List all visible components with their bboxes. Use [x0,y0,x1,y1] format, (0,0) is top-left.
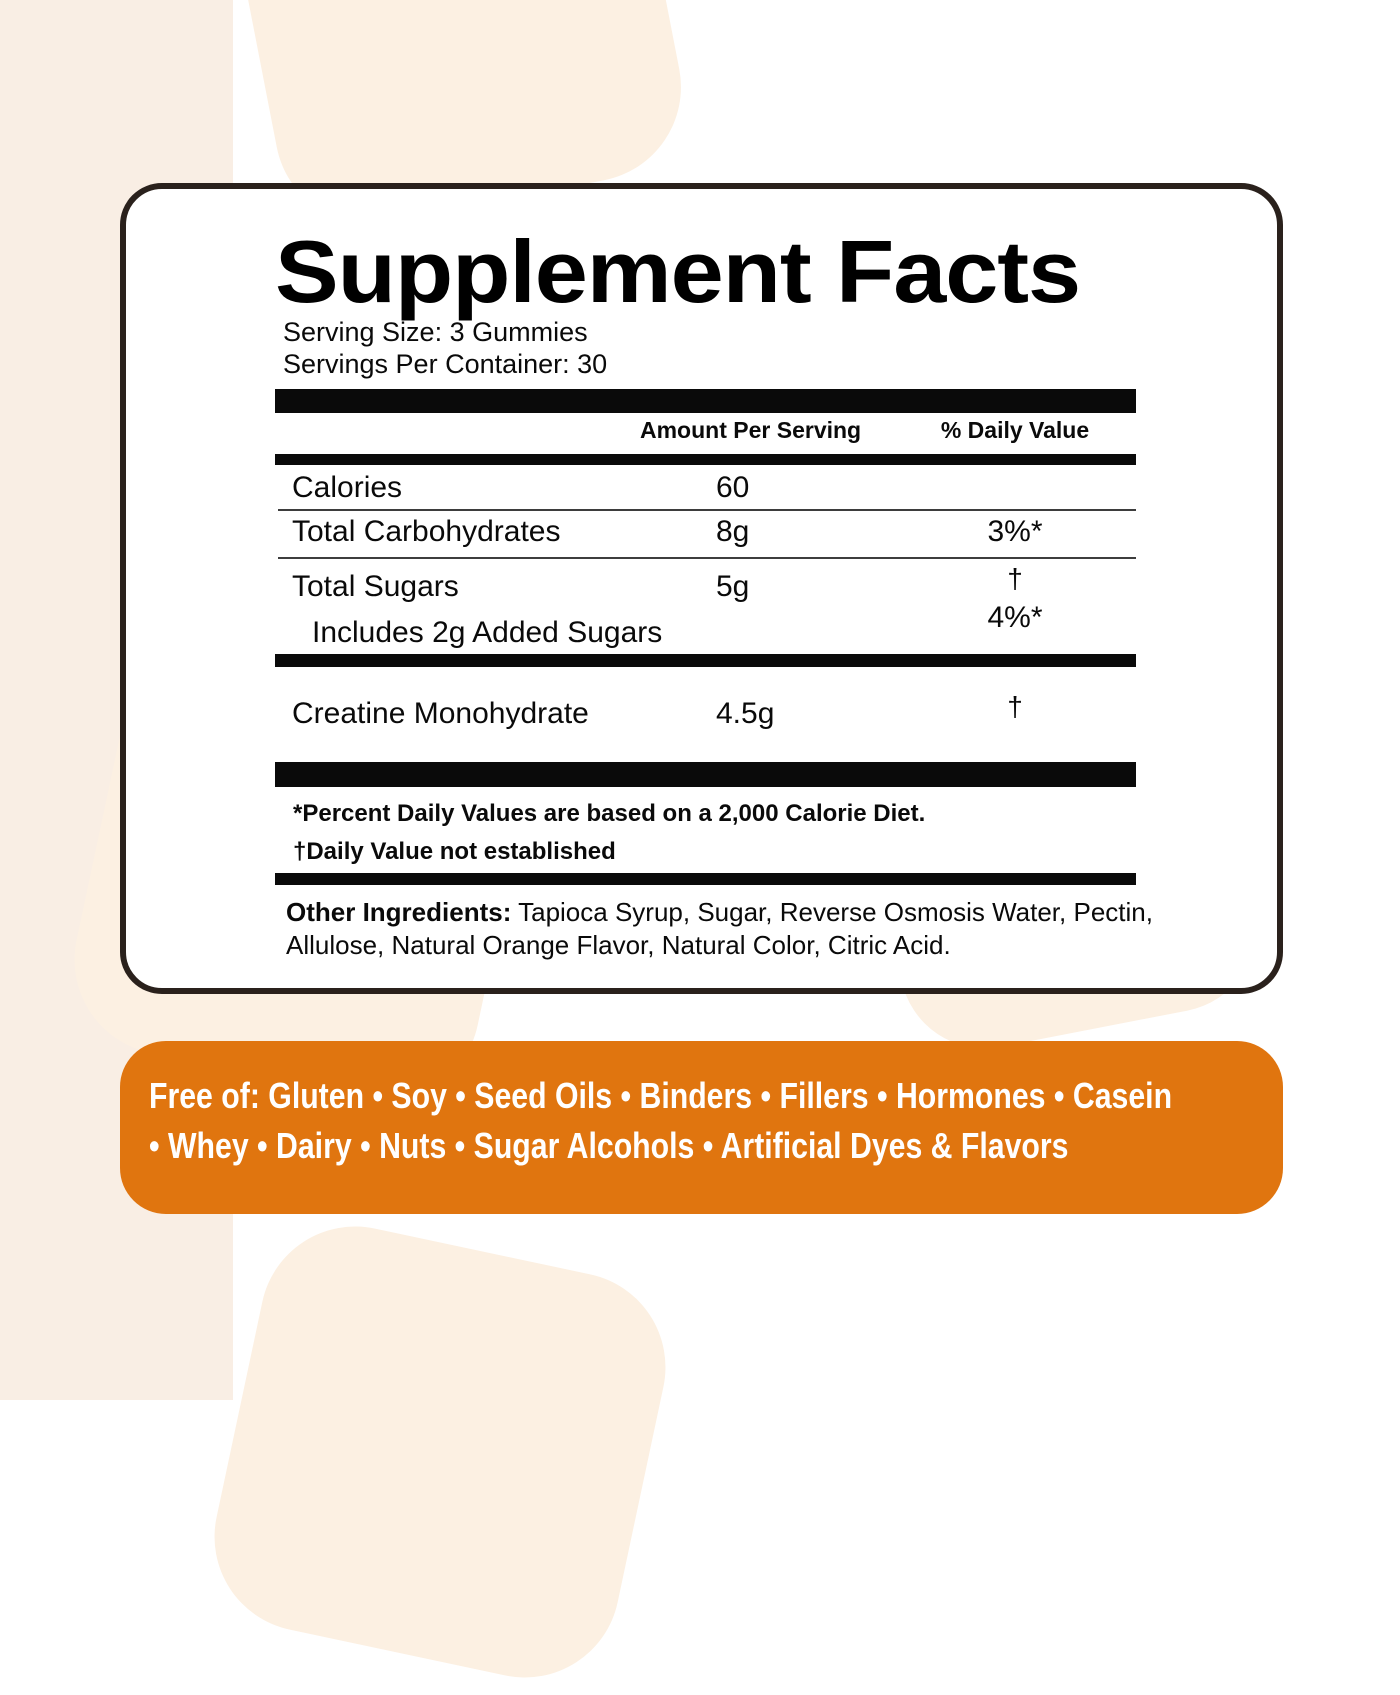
serving-size: Serving Size: 3 Gummies [283,317,588,347]
row-total-carbohydrates-label: Total Carbohydrates [292,515,561,548]
divider-line-1 [278,509,1136,511]
other-ingredients-line2: Allulose, Natural Orange Flavor, Natural… [286,930,951,960]
footnote-dv-not-established: †Daily Value not established [293,838,616,865]
row-added-sugars-daily-value: 4%* [987,601,1043,634]
panel-title: Supplement Facts [275,222,1081,321]
row-calories-label: Calories [292,471,403,504]
column-header-daily-value: % Daily Value [940,417,1090,443]
decor-diamond-bottom [196,1208,684,1695]
banner-line-1: Free of: Gluten • Soy • Seed Oils • Bind… [149,1075,1173,1116]
row-total-carbohydrates-daily-value: 3%* [987,515,1043,548]
row-total-sugars-amount: 5g [716,570,750,603]
row-total-sugars-label: Total Sugars [292,570,459,603]
footnote-percent-dv: *Percent Daily Values are based on a 2,0… [293,800,926,827]
row-total-carbohydrates-amount: 8g [716,515,750,548]
divider-bar-top [275,389,1136,413]
divider-bar-footnote [275,873,1136,885]
banner-line-2: • Whey • Dairy • Nuts • Sugar Alcohols •… [149,1125,1069,1166]
row-creatine-label: Creatine Monohydrate [292,697,589,730]
column-header-amount: Amount Per Serving [640,417,862,443]
row-calories-amount: 60 [716,471,750,504]
other-ingredients-line1: Tapioca Syrup, Sugar, Reverse Osmosis Wa… [511,897,1153,927]
row-creatine-daily-value: † [1007,691,1023,722]
supplement-facts-panel: Supplement Facts Serving Size: 3 Gummies… [120,183,1283,994]
divider-bar-bottom [275,762,1136,787]
divider-bar-middle [275,654,1136,667]
other-ingredients: Other Ingredients: Tapioca Syrup, Sugar,… [286,896,1153,962]
row-creatine-amount: 4.5g [716,697,775,730]
row-total-sugars-daily-value: † [1007,563,1023,594]
row-added-sugars-sub-label: Includes 2g Added Sugars [312,616,663,649]
servings-per-container: Servings Per Container: 30 [283,349,608,379]
free-of-banner: Free of: Gluten • Soy • Seed Oils • Bind… [120,1041,1283,1214]
divider-bar-header [275,454,1136,465]
other-ingredients-label: Other Ingredients: [286,897,512,927]
divider-line-2 [278,557,1136,559]
